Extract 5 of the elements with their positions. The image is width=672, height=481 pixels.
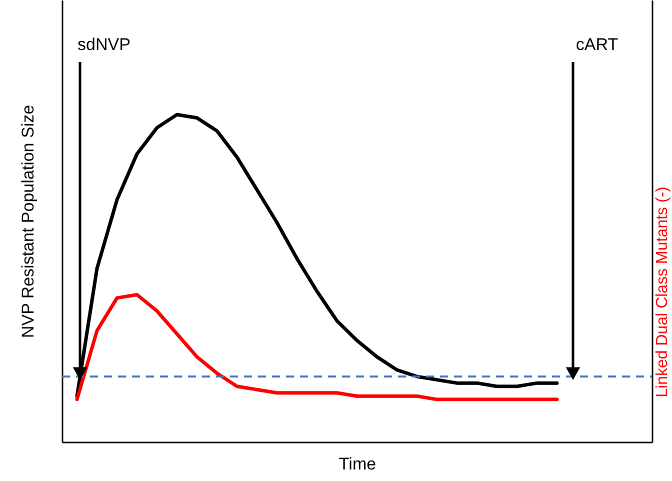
text: cART: [576, 35, 618, 54]
text: sdNVP: [78, 35, 130, 54]
y-axis-title: NVP Resistant Population Size: [18, 104, 38, 338]
text: Linked Dual Class Mutants (-): [654, 186, 671, 398]
x-axis-title: Time: [338, 454, 376, 474]
